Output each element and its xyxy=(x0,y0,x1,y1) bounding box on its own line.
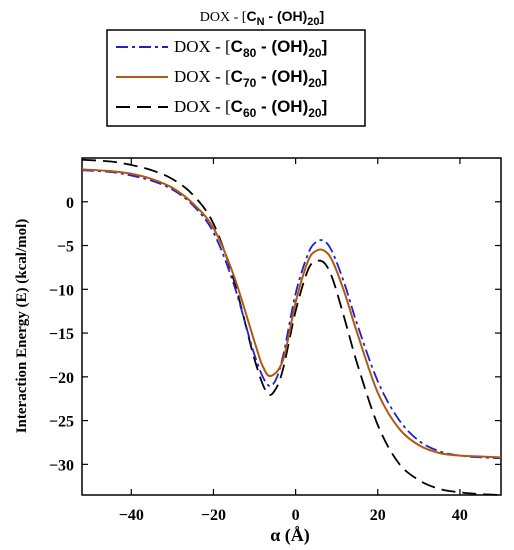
y-tick-label: −10 xyxy=(49,282,74,299)
legend: DOX - [C80 - (OH)20] DOX - [C70 - (OH)20]… xyxy=(106,29,366,127)
series-line-1 xyxy=(81,168,502,459)
legend-label: DOX - [C60 - (OH)20] xyxy=(174,97,327,120)
x-tick-label: −20 xyxy=(201,507,226,524)
y-tick-label: −20 xyxy=(49,370,74,387)
plot-frame xyxy=(81,157,502,496)
series-group xyxy=(81,158,502,496)
y-axis: 0 −5 −10 −15 −20 −25 −30 xyxy=(49,195,501,474)
legend-label: DOX - [C70 - (OH)20] xyxy=(174,67,327,90)
chart-title: DOX - [CN - (OH)20] xyxy=(200,8,324,28)
legend-label: DOX - [C80 - (OH)20] xyxy=(174,37,327,60)
x-tick-label: 40 xyxy=(452,507,468,524)
x-tick-label: 20 xyxy=(370,507,386,524)
y-tick-label: −25 xyxy=(49,414,74,431)
y-axis-label: Interaction Energy (E) (kcal/mol) xyxy=(14,219,30,434)
series-line-2 xyxy=(81,158,502,496)
series-line-0 xyxy=(81,169,502,460)
x-tick-label: 0 xyxy=(292,507,300,524)
y-tick-label: −5 xyxy=(57,239,74,256)
x-tick-label: −40 xyxy=(119,507,144,524)
y-tick-label: −30 xyxy=(49,457,74,474)
x-axis-label: α (Å) xyxy=(270,525,310,546)
y-tick-label: −15 xyxy=(49,326,74,343)
x-axis: −40 −20 0 20 40 xyxy=(119,158,468,524)
y-tick-label: 0 xyxy=(66,195,74,212)
